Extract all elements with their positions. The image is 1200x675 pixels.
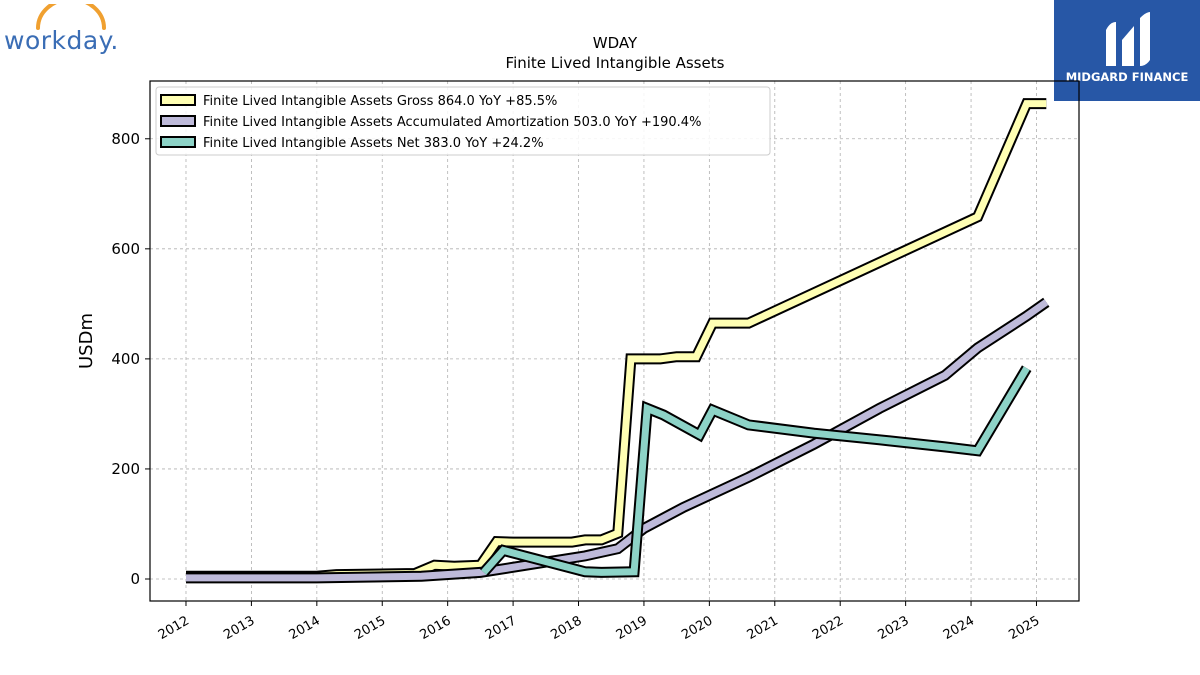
series-1-stroke (186, 299, 1049, 582)
x-tick-label: 2014 (287, 613, 323, 643)
plot-area-frame (149, 80, 1080, 602)
x-tick-label: 2022 (810, 613, 846, 643)
chart-title: WDAY (593, 34, 638, 52)
series-0-stroke (186, 100, 1047, 580)
legend: Finite Lived Intangible Assets Gross 864… (155, 86, 771, 156)
y-tick-label: 800 (111, 130, 140, 148)
series-2-stroke (481, 366, 1030, 576)
legend-label-1: Finite Lived Intangible Assets Accumulat… (203, 115, 701, 130)
x-tick-label: 2018 (548, 613, 584, 643)
workday-logo-text: workday. (4, 26, 119, 55)
x-tick-label: 2023 (875, 613, 911, 643)
legend-label-2: Finite Lived Intangible Assets Net 383.0… (203, 136, 544, 151)
x-tick-label: 2017 (483, 613, 519, 643)
x-tick-label: 2016 (418, 613, 454, 643)
series-0-line (186, 98, 1047, 582)
y-axis-label: USDm (76, 313, 97, 369)
series-group (186, 98, 1050, 584)
x-tick-label: 2012 (156, 613, 192, 643)
midgard-finance-logo: MIDGARD FINANCE (1054, 0, 1200, 101)
x-tick-label: 2020 (679, 613, 715, 643)
series-2-line (479, 365, 1032, 578)
legend-swatch-1 (160, 115, 196, 127)
y-tick-label: 0 (130, 570, 140, 588)
x-tick-label: 2013 (221, 613, 257, 643)
legend-swatch-2 (160, 136, 196, 148)
legend-box (155, 86, 771, 156)
x-tick-label: 2015 (352, 613, 388, 643)
y-tick-label: 200 (111, 460, 140, 478)
x-tick-label: 2021 (745, 613, 781, 643)
x-tick-label: 2019 (614, 613, 650, 643)
grid (150, 81, 1079, 601)
series-1-line (186, 297, 1050, 584)
workday-logo-arc (36, 4, 106, 30)
legend-label-0: Finite Lived Intangible Assets Gross 864… (203, 94, 557, 109)
legend-swatch-0 (160, 94, 196, 106)
y-tick-label: 400 (111, 350, 140, 368)
series-0-outline (186, 98, 1047, 582)
y-tick-label: 600 (111, 240, 140, 258)
chart-subtitle: Finite Lived Intangible Assets (506, 54, 725, 72)
midgard-logo-text: MIDGARD FINANCE (1065, 70, 1189, 84)
midgard-logo-mark-icon (1106, 12, 1150, 66)
workday-logo: workday. (4, 4, 134, 56)
x-tick-label: 2024 (941, 613, 977, 643)
x-tick-label: 2025 (1006, 613, 1042, 643)
